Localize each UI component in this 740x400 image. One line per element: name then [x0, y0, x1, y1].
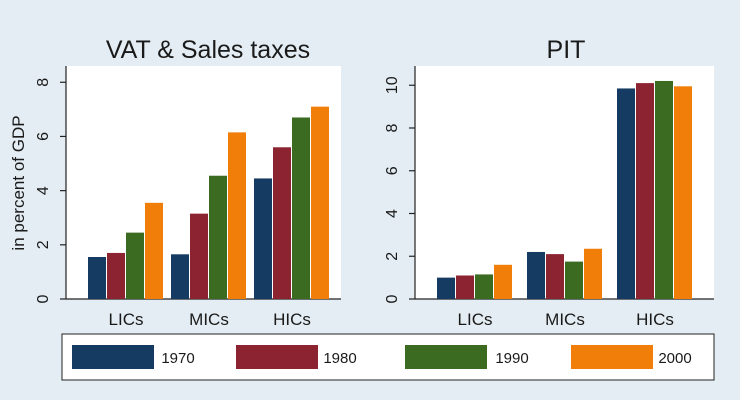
chart-title-vat: VAT & Sales taxes [106, 36, 310, 64]
y-tick-label: 2 [35, 240, 52, 249]
bar-mics-1970 [527, 251, 545, 299]
x-category-label: LICs [458, 310, 493, 329]
y-tick-label: 6 [384, 166, 401, 175]
bar-mics-1980 [546, 254, 564, 299]
chart-title-pit: PIT [547, 36, 586, 64]
legend-swatch-1990 [405, 345, 487, 369]
x-category-label: HICs [636, 310, 674, 329]
legend-swatch-1980 [236, 345, 318, 369]
chart-panel-vat: VAT & Sales taxes in percent of GDP 0 2 4 6… [9, 36, 341, 329]
bar-mics-1990 [565, 261, 583, 299]
bar-lics-2000 [145, 202, 163, 299]
bar-hics-1980 [273, 147, 291, 299]
bar-mics-1990 [209, 175, 227, 299]
legend-label-2000: 2000 [658, 350, 691, 367]
bar-hics-1970 [617, 88, 635, 300]
chart-panel-pit: PIT 0 2 4 6 8 10 LICs MICs HICs [384, 36, 714, 329]
legend-label-1970: 1970 [161, 350, 194, 367]
legend-label-1980: 1980 [323, 350, 356, 367]
legend-label-1990: 1990 [495, 350, 528, 367]
y-tick-label: 10 [384, 76, 401, 94]
bar-hics-1990 [655, 80, 673, 299]
bar-mics-2000 [584, 248, 602, 299]
bar-hics-1970 [254, 178, 272, 299]
y-tick-label: 4 [384, 209, 401, 218]
x-category-label: MICs [545, 310, 585, 329]
y-tick-label: 0 [35, 294, 52, 303]
bar-mics-1980 [190, 213, 208, 299]
y-tick-label: 8 [35, 78, 52, 87]
y-tick-label: 6 [35, 132, 52, 141]
y-tick-label: 4 [35, 186, 52, 195]
bar-lics-1980 [107, 252, 125, 299]
x-category-label: MICs [189, 310, 229, 329]
bar-hics-1990 [292, 117, 310, 299]
bar-lics-1990 [475, 274, 493, 299]
y-axis-label-vat: in percent of GDP [9, 115, 28, 250]
bar-lics-1980 [456, 275, 474, 299]
bar-mics-2000 [228, 132, 246, 299]
y-tick-label: 0 [384, 294, 401, 303]
bar-lics-1990 [126, 232, 144, 299]
x-category-label: LICs [109, 310, 144, 329]
x-category-label: HICs [273, 310, 311, 329]
bar-lics-1970 [88, 257, 106, 299]
y-tick-label: 2 [384, 252, 401, 261]
legend: 1970 1980 1990 2000 [61, 333, 715, 381]
bar-hics-1980 [636, 83, 654, 299]
bar-hics-2000 [674, 86, 692, 299]
bar-mics-1970 [171, 254, 189, 299]
y-tick-label: 8 [384, 123, 401, 132]
legend-swatch-1970 [72, 345, 154, 369]
legend-swatch-2000 [571, 345, 653, 369]
bar-lics-2000 [494, 264, 512, 299]
bar-lics-1970 [437, 277, 455, 299]
bar-hics-2000 [311, 106, 329, 300]
